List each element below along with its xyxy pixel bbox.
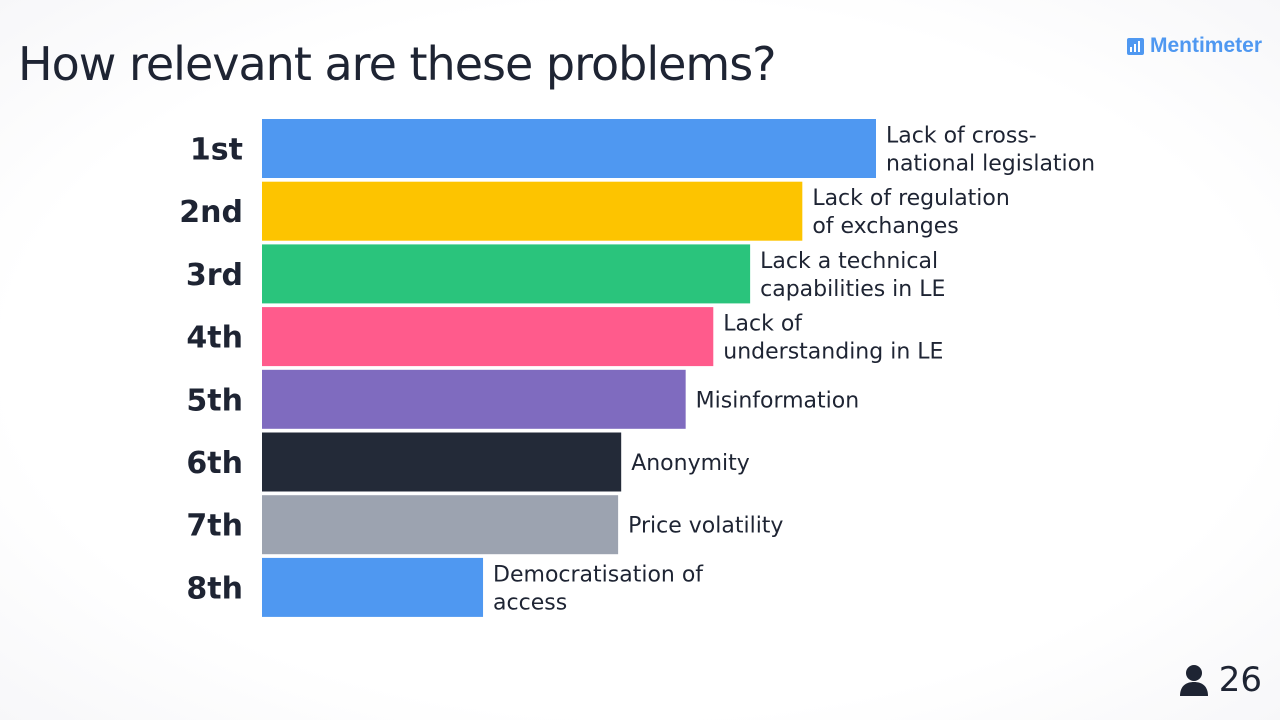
bar-label: Democratisation of: [493, 562, 704, 587]
bar-label: Misinformation: [696, 388, 860, 413]
rank-label: 3rd: [186, 258, 243, 293]
bar-label: of exchanges: [812, 214, 958, 239]
rank-label: 1st: [190, 133, 243, 168]
bar[interactable]: [262, 557, 484, 617]
bar-label: capabilities in LE: [760, 277, 945, 302]
bar-label: national legislation: [886, 152, 1095, 177]
bar-chart-icon: [1126, 37, 1144, 55]
rank-label: 6th: [186, 446, 243, 481]
bar[interactable]: [262, 181, 803, 241]
brand-logo[interactable]: Mentimeter: [1126, 34, 1262, 58]
bar[interactable]: [262, 369, 686, 429]
bar[interactable]: [262, 432, 622, 492]
bar-label: access: [493, 590, 567, 615]
bar[interactable]: [262, 244, 751, 304]
rank-label: 4th: [186, 321, 243, 356]
brand-name: Mentimeter: [1149, 34, 1262, 57]
rank-label: 8th: [186, 571, 243, 606]
rank-label: 2nd: [179, 195, 243, 230]
person-icon: [1179, 665, 1208, 696]
page-title: How relevant are these problems?: [18, 37, 777, 91]
bar-label: Lack of regulation: [812, 186, 1010, 211]
rank-label: 7th: [186, 509, 243, 544]
participant-counter: 26: [1179, 660, 1262, 700]
rank-label: 5th: [186, 383, 243, 418]
bar-label: Anonymity: [631, 451, 750, 476]
bar-label: understanding in LE: [723, 340, 943, 365]
bar[interactable]: [262, 307, 714, 367]
participant-count: 26: [1218, 660, 1262, 700]
bar-label: Lack of cross-: [886, 124, 1037, 149]
bar[interactable]: [262, 495, 619, 555]
bar-label: Lack a technical: [760, 249, 938, 274]
bar-label: Lack of: [723, 312, 803, 337]
bar[interactable]: [262, 119, 876, 178]
bar-label: Price volatility: [628, 514, 783, 539]
